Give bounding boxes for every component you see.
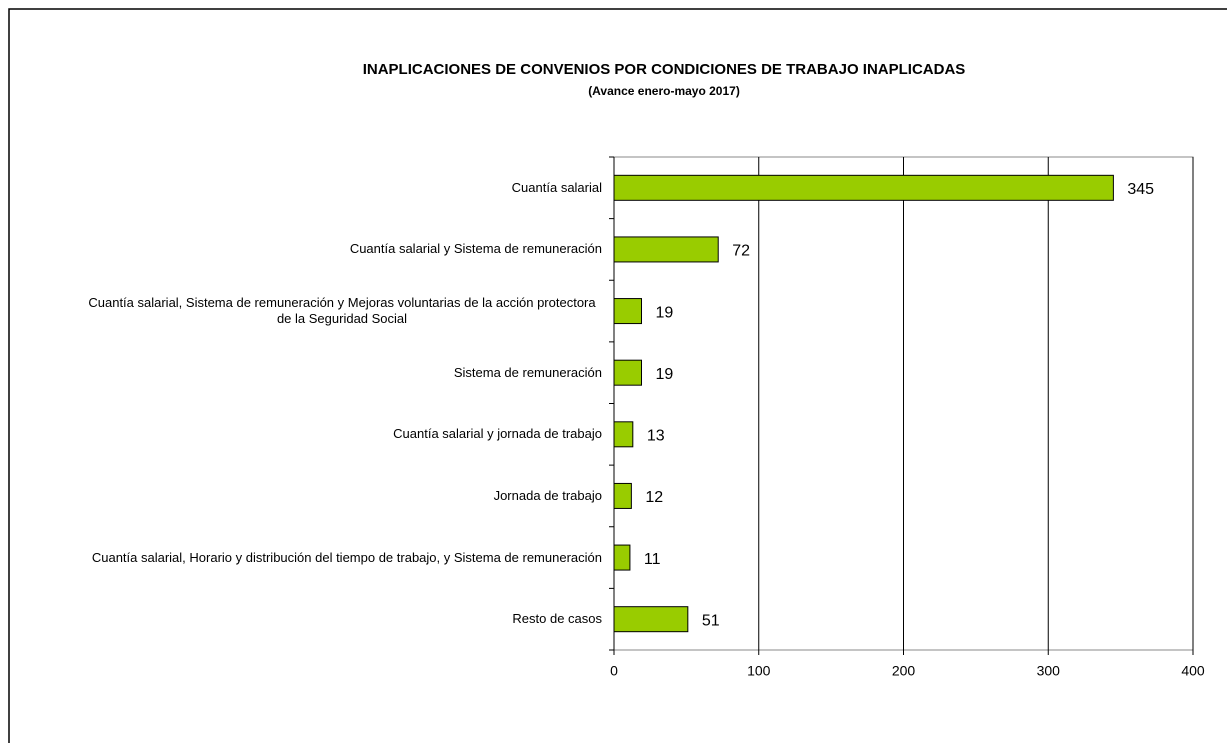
bar (613, 359, 643, 386)
y-tick-label: Cuantía salarial, Sistema de remuneració… (88, 295, 596, 327)
bar (613, 174, 1114, 201)
value-label: 13 (647, 428, 665, 445)
value-label: 11 (644, 551, 661, 568)
y-tick-label: Cuantía salarial, Horario y distribución… (91, 549, 602, 565)
x-tick-label: 0 (610, 663, 618, 679)
chart-title: INAPLICACIONES DE CONVENIOS POR CONDICIO… (363, 61, 966, 78)
bar (613, 482, 632, 509)
bar (613, 544, 631, 571)
x-tick-label: 400 (1181, 663, 1205, 679)
value-label: 345 (1127, 181, 1154, 198)
value-label: 19 (656, 304, 674, 321)
bar (613, 606, 689, 633)
frame (8, 8, 1227, 743)
value-label: 19 (656, 366, 674, 383)
y-tick-label: Cuantía salarial y Sistema de remuneraci… (349, 241, 602, 257)
y-tick-label: Resto de casos (512, 611, 602, 627)
x-tick-label: 200 (892, 663, 916, 679)
value-label: 12 (645, 489, 663, 506)
value-label: 72 (732, 243, 750, 260)
x-tick-label: 300 (1037, 663, 1061, 679)
x-tick-label: 100 (747, 663, 771, 679)
chart-subtitle: (Avance enero-mayo 2017) (588, 84, 740, 98)
bar (613, 236, 719, 263)
bar (613, 298, 643, 325)
value-label: 51 (702, 612, 720, 629)
y-tick-label: Cuantía salarial (511, 179, 602, 195)
y-tick-label: Jornada de trabajo (493, 487, 602, 503)
bar (613, 421, 634, 448)
y-tick-label: Sistema de remuneración (453, 364, 602, 380)
y-tick-label: Cuantía salarial y jornada de trabajo (393, 426, 602, 442)
